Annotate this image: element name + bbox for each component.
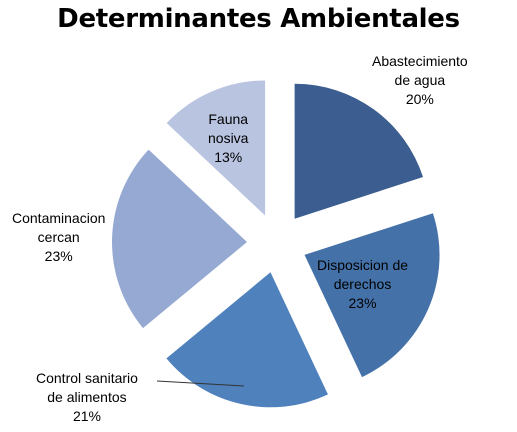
- pie-slices: [112, 80, 440, 408]
- slice-fauna: [166, 80, 266, 216]
- slice-abastecimiento: [294, 83, 424, 219]
- slice-label-contaminacion: Contaminacion cercan 23%: [12, 210, 106, 264]
- slice-label-control-sanitario: Control sanitario de alimentos 21%: [36, 370, 138, 424]
- leader-line: [156, 380, 245, 387]
- slice-label-disposicion: Disposicion de derechos 23%: [317, 257, 409, 311]
- chart-title: Determinantes Ambientales: [57, 4, 460, 34]
- slice-control-sanitario: [166, 272, 328, 408]
- slice-label-abastecimiento: Abastecimiento de agua 20%: [372, 53, 468, 107]
- slice-contaminacion: [112, 149, 248, 329]
- slice-label-fauna: Fauna nosiva 13%: [208, 111, 249, 165]
- slice-disposicion: [304, 213, 440, 378]
